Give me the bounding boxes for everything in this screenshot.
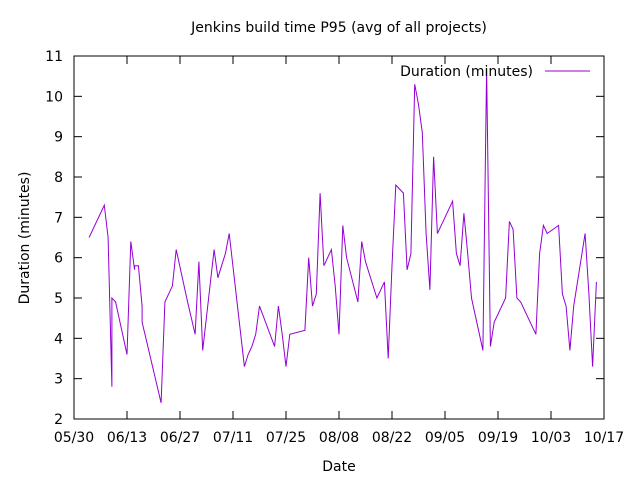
legend-label: Duration (minutes) [400, 64, 533, 80]
y-tick-label: 10 [45, 89, 63, 105]
x-tick-label: 08/22 [372, 430, 412, 446]
y-axis-title: Duration (minutes) [17, 172, 33, 305]
x-tick-label: 10/17 [584, 430, 624, 446]
chart-title: Jenkins build time P95 (avg of all proje… [190, 20, 487, 36]
x-tick-label: 09/05 [425, 430, 465, 446]
x-tick-label: 09/19 [478, 430, 518, 446]
y-tick-label: 2 [54, 412, 63, 428]
y-tick-label: 7 [54, 210, 63, 226]
x-tick-label: 10/03 [531, 430, 571, 446]
y-tick-label: 4 [54, 331, 63, 347]
y-tick-label: 6 [54, 251, 63, 267]
x-tick-label: 07/11 [213, 430, 253, 446]
y-tick-label: 3 [54, 372, 63, 388]
y-tick-label: 8 [54, 170, 63, 186]
axis-tick-labels: 2 3 4 5 6 7 8 9 10 11 05/30 06/13 06/27 07/11 07/25 08/… [45, 49, 624, 446]
y-tick-label: 11 [45, 49, 63, 65]
x-tick-label: 06/13 [107, 430, 147, 446]
x-tick-label: 05/30 [54, 430, 94, 446]
series-layer [88, 68, 597, 404]
x-tick-label: 08/08 [319, 430, 359, 446]
x-axis-title: Date [322, 459, 355, 475]
x-tick-label: 06/27 [160, 430, 200, 446]
plot-frame [73, 55, 605, 420]
series-line [88, 68, 597, 404]
y-tick-label: 9 [54, 130, 63, 146]
y-tick-label: 5 [54, 291, 63, 307]
legend: Duration (minutes) [400, 64, 590, 80]
axis-ticks [73, 55, 605, 420]
x-tick-label: 07/25 [266, 430, 306, 446]
